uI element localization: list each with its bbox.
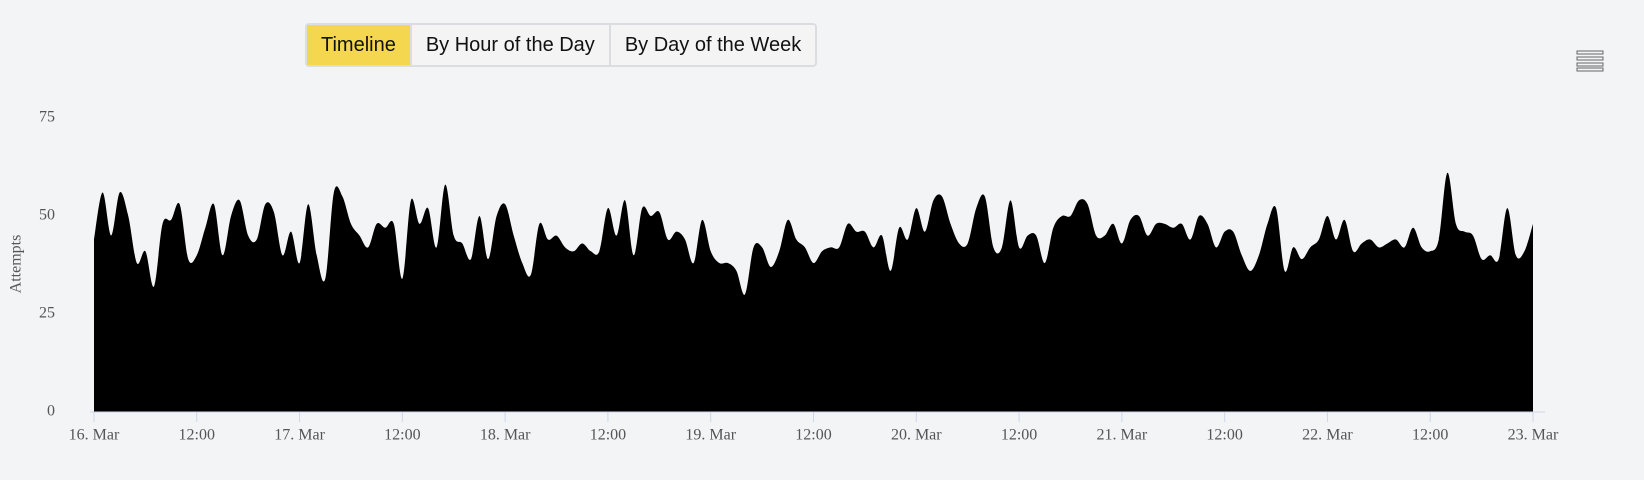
x-tick-label: 16. Mar	[69, 427, 120, 444]
x-tick-label: 12:00	[795, 427, 831, 444]
x-tick-label: 18. Mar	[480, 427, 531, 444]
x-tick-label: 21. Mar	[1097, 427, 1148, 444]
x-tick-label: 12:00	[590, 427, 626, 444]
x-tick-label: 12:00	[1001, 427, 1037, 444]
x-tick-label: 23. Mar	[1508, 427, 1559, 444]
x-tick-label: 12:00	[384, 427, 420, 444]
y-tick-label: 0	[47, 403, 55, 420]
y-tick-label: 50	[39, 207, 55, 224]
x-tick-label: 12:00	[179, 427, 215, 444]
y-tick-label: 75	[39, 109, 55, 126]
y-axis-label: Attempts	[8, 235, 25, 294]
menu-button[interactable]	[1576, 50, 1604, 72]
x-tick-label: 20. Mar	[891, 427, 942, 444]
tab[interactable]: Timeline	[307, 25, 412, 65]
y-tick-label: 25	[39, 305, 55, 322]
x-tick-label: 19. Mar	[685, 427, 736, 444]
area	[94, 172, 1533, 412]
x-tick-label: 22. Mar	[1302, 427, 1353, 444]
x-tick-label: 17. Mar	[274, 427, 325, 444]
tab[interactable]: By Hour of the Day	[412, 25, 611, 65]
x-tick-label: 12:00	[1206, 427, 1242, 444]
tab[interactable]: By Day of the Week	[624, 34, 802, 56]
x-tick-label: 12:00	[1412, 427, 1448, 444]
tab-bar: Timeline By Hour of the Day By Day of th…	[305, 23, 818, 67]
